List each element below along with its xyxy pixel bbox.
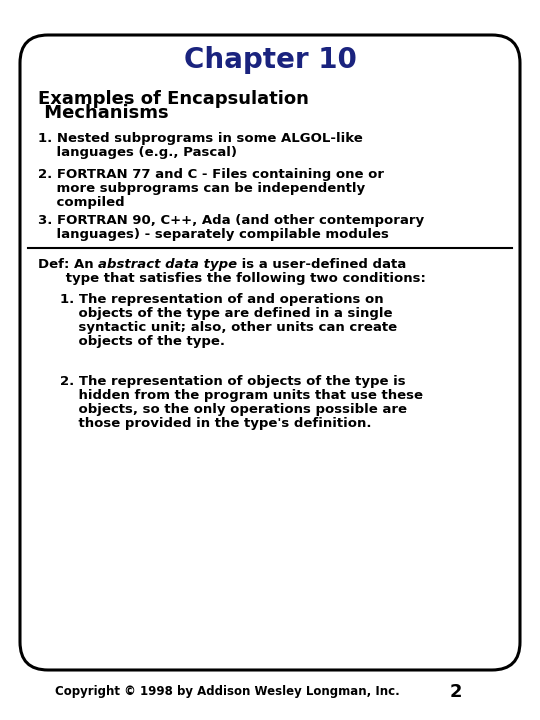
Text: Mechanisms: Mechanisms: [38, 104, 168, 122]
Text: objects of the type are defined in a single: objects of the type are defined in a sin…: [60, 307, 393, 320]
FancyBboxPatch shape: [20, 35, 520, 670]
Text: compiled: compiled: [38, 196, 125, 209]
Text: objects of the type.: objects of the type.: [60, 335, 225, 348]
Text: Examples of Encapsulation: Examples of Encapsulation: [38, 90, 309, 108]
Text: abstract data type: abstract data type: [98, 258, 238, 271]
Text: hidden from the program units that use these: hidden from the program units that use t…: [60, 389, 423, 402]
Text: is a user-defined data: is a user-defined data: [238, 258, 407, 271]
Text: Copyright © 1998 by Addison Wesley Longman, Inc.: Copyright © 1998 by Addison Wesley Longm…: [55, 685, 400, 698]
Text: type that satisfies the following two conditions:: type that satisfies the following two co…: [38, 272, 426, 285]
Text: 3. FORTRAN 90, C++, Ada (and other contemporary: 3. FORTRAN 90, C++, Ada (and other conte…: [38, 214, 424, 227]
Text: 2: 2: [450, 683, 462, 701]
Text: those provided in the type's definition.: those provided in the type's definition.: [60, 417, 372, 430]
Text: syntactic unit; also, other units can create: syntactic unit; also, other units can cr…: [60, 321, 397, 334]
Text: 1. Nested subprograms in some ALGOL-like: 1. Nested subprograms in some ALGOL-like: [38, 132, 363, 145]
Text: more subprograms can be independently: more subprograms can be independently: [38, 182, 365, 195]
Text: Def: An: Def: An: [38, 258, 98, 271]
Text: 2. The representation of objects of the type is: 2. The representation of objects of the …: [60, 375, 406, 388]
Text: 2. FORTRAN 77 and C - Files containing one or: 2. FORTRAN 77 and C - Files containing o…: [38, 168, 384, 181]
Text: objects, so the only operations possible are: objects, so the only operations possible…: [60, 403, 407, 416]
Text: languages) - separately compilable modules: languages) - separately compilable modul…: [38, 228, 389, 241]
Text: Chapter 10: Chapter 10: [184, 46, 356, 74]
Text: languages (e.g., Pascal): languages (e.g., Pascal): [38, 146, 237, 159]
Text: 1. The representation of and operations on: 1. The representation of and operations …: [60, 293, 383, 306]
